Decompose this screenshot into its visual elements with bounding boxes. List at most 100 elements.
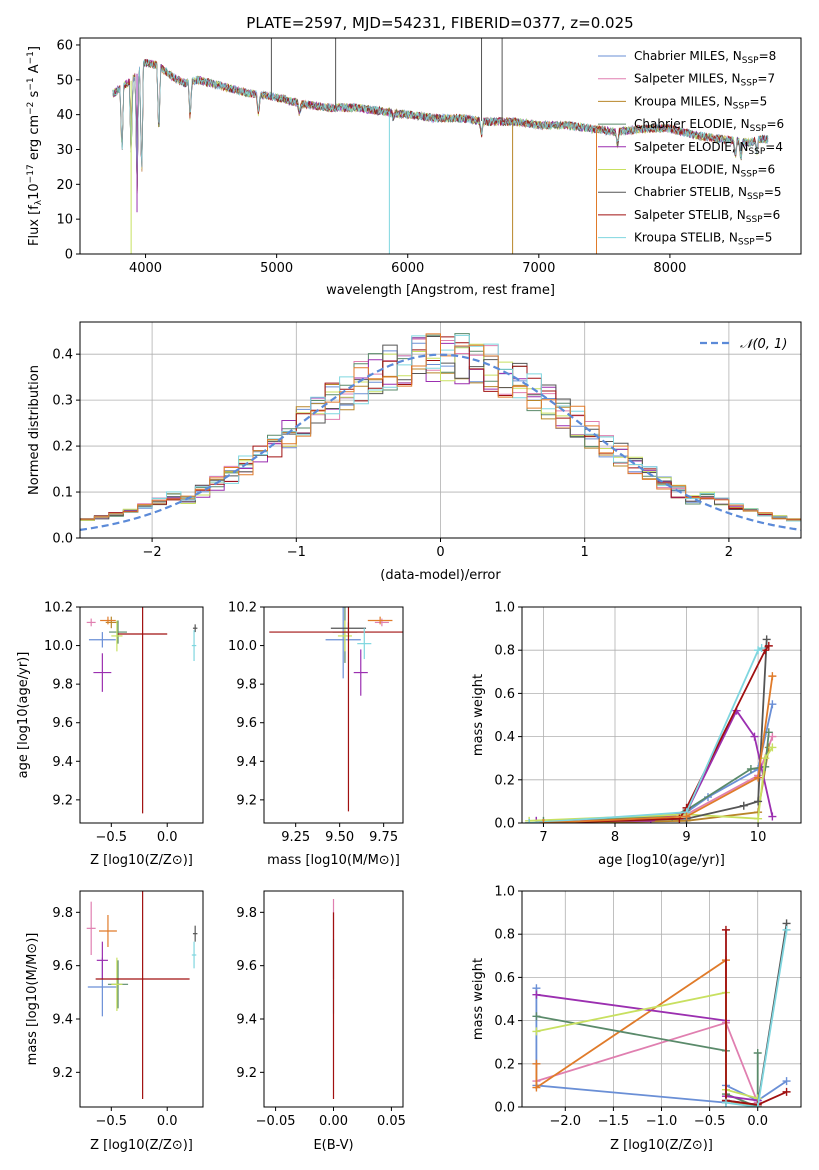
plus-marker <box>682 812 691 821</box>
y-tick-label: 10.2 <box>228 601 257 616</box>
y-tick-label: 20 <box>56 178 73 193</box>
legend-entry: Chabrier MILES, NSSP=8 <box>634 49 776 66</box>
errorbars <box>86 891 198 1099</box>
y-tick-label: 0 <box>65 248 73 263</box>
x-tick-label: 0.0 <box>157 1114 178 1129</box>
x-tick-label: 0.0 <box>157 830 178 845</box>
y-axis-label: mass [log10(M/M⊙)] <box>25 933 40 1066</box>
axes-frame <box>521 890 802 1108</box>
mass-weight-panel-4: 7 8 9 10 0.0 0.2 0.4 0.6 0.8 1.0 age [log10(age/yr… <box>471 601 802 868</box>
legend-series-name: Kroupa ELODIE <box>634 163 724 177</box>
x-tick-label: 4000 <box>129 261 162 276</box>
legend-entry: Chabrier ELODIE, NSSP=6 <box>634 117 784 134</box>
plus-marker <box>721 1098 730 1107</box>
plus-marker <box>768 672 777 681</box>
y-tick-label: 9.4 <box>52 755 73 770</box>
legend-nssp-value: 5 <box>760 94 768 108</box>
y-tick-label: 1.0 <box>494 885 515 900</box>
errorbars <box>269 607 403 812</box>
y-tick-label: 40 <box>56 108 73 123</box>
y-label-part: A <box>27 64 42 77</box>
legend-nssp-value: 5 <box>774 185 782 199</box>
legend-entry: Kroupa ELODIE, NSSP=6 <box>634 163 775 180</box>
y-tick-label: 9.2 <box>52 1066 73 1081</box>
x-tick-label: −1.5 <box>598 1114 630 1129</box>
y-label-part: 10 <box>27 183 42 200</box>
mass-weight-panel-7: −2.0 −1.5 −1.0 −0.5 0.0 0.0 0.2 0.4 0.6 0.8 1.0 Z [… <box>471 885 802 1153</box>
legend-nssp-value: 6 <box>773 208 781 222</box>
legend-subscript: SSP <box>738 238 755 248</box>
legend-subscript: SSP <box>750 124 767 134</box>
mass-weight-line <box>529 647 763 823</box>
x-tick-label: −0.05 <box>256 1114 296 1129</box>
mass-weight-lines <box>532 919 791 1107</box>
legend-nssp-label: , N <box>725 49 742 63</box>
x-tick-label: 0.00 <box>319 1114 348 1129</box>
x-tick-label: 9.75 <box>369 830 398 845</box>
legend-subscript: SSP <box>748 147 765 157</box>
plus-marker <box>532 1083 541 1092</box>
plus-marker <box>761 754 770 763</box>
y-tick-label: 0.8 <box>494 644 515 659</box>
y-tick-label: 0.4 <box>494 1014 515 1029</box>
x-axis-label: Z [log10(Z/Z⊙)] <box>90 1138 193 1153</box>
y-label-part: λ <box>34 199 44 205</box>
x-tick-label: 0 <box>436 545 444 560</box>
legend-nssp-value: 6 <box>777 117 785 131</box>
x-tick-label: 0.0 <box>747 1114 768 1129</box>
legend-entry: Salpeter STELIB, NSSP=6 <box>634 208 780 225</box>
plus-marker <box>754 797 763 806</box>
legend-entry: Salpeter MILES, NSSP=7 <box>634 72 775 89</box>
y-label-part: −1 <box>26 77 36 90</box>
x-axis-label: mass [log10(M/M⊙)] <box>267 853 400 868</box>
plus-marker <box>721 925 730 934</box>
x-tick-label: 9.25 <box>281 830 310 845</box>
y-tick-label: 10.0 <box>44 639 73 654</box>
errorbar-panel-2: −0.5 0.0 9.2 9.4 9.6 9.8 10.0 10.2 Z [log10(Z/Z⊙… <box>16 601 204 868</box>
legend-nssp-label: , N <box>730 185 747 199</box>
legend-subscript: SSP <box>733 101 750 111</box>
legend-equals: = <box>755 231 765 245</box>
axes-frame <box>79 890 204 1108</box>
y-axis-label: age [log10(age/yr)] <box>16 652 31 779</box>
y-tick-label: 1.0 <box>494 601 515 616</box>
y-tick-label: 0.8 <box>494 928 515 943</box>
y-tick-label: 0.6 <box>494 971 515 986</box>
legend-equals: = <box>759 49 769 63</box>
y-tick-label: 0.0 <box>494 817 515 832</box>
y-tick-label: 9.2 <box>236 793 257 808</box>
y-tick-label: 50 <box>56 73 73 88</box>
mass-weight-line <box>529 746 774 822</box>
plus-marker <box>768 812 777 821</box>
x-axis-label: (data-model)/error <box>380 568 501 583</box>
plus-marker <box>532 990 541 999</box>
legend-entry: Salpeter ELODIE, NSSP=4 <box>634 140 783 157</box>
x-axis-label: wavelength [Angstrom, rest frame] <box>326 283 555 298</box>
plus-marker <box>532 1027 541 1036</box>
y-tick-label: 9.6 <box>52 716 73 731</box>
legend: Chabrier MILES, NSSP=8 Salpeter MILES, NS… <box>598 49 784 248</box>
legend-series-name: Kroupa MILES <box>634 94 716 108</box>
chart-title: PLATE=2597, MJD=54231, FIBERID=0377, z=0… <box>246 14 633 32</box>
y-tick-label: 0.3 <box>52 394 73 409</box>
y-tick-label: 9.6 <box>52 959 73 974</box>
errorbars <box>86 607 198 814</box>
legend-entry: 𝒩(0, 1) <box>740 337 787 352</box>
errorbar-panel-5: −0.5 0.0 9.2 9.4 9.6 9.8 Z [log10(Z/Z⊙)] mass [… <box>25 890 204 1153</box>
plus-marker <box>762 635 771 644</box>
spectrum-lines <box>112 38 769 254</box>
legend-nssp-value: 4 <box>775 140 783 154</box>
plus-marker <box>757 644 766 653</box>
axes-frame <box>79 321 802 539</box>
legend-equals: = <box>765 140 775 154</box>
plus-marker <box>764 641 773 650</box>
legend-nssp-value: 6 <box>767 163 775 177</box>
plus-marker <box>764 728 773 737</box>
x-tick-label: −2 <box>143 545 162 560</box>
legend-equals: = <box>757 163 767 177</box>
legend-series-name: Kroupa STELIB <box>634 231 721 245</box>
y-tick-label: 10 <box>56 213 73 228</box>
x-axis-label: age [log10(age/yr)] <box>598 853 725 868</box>
legend-entry: Kroupa STELIB, NSSP=5 <box>634 231 772 248</box>
plus-marker <box>782 1077 791 1086</box>
